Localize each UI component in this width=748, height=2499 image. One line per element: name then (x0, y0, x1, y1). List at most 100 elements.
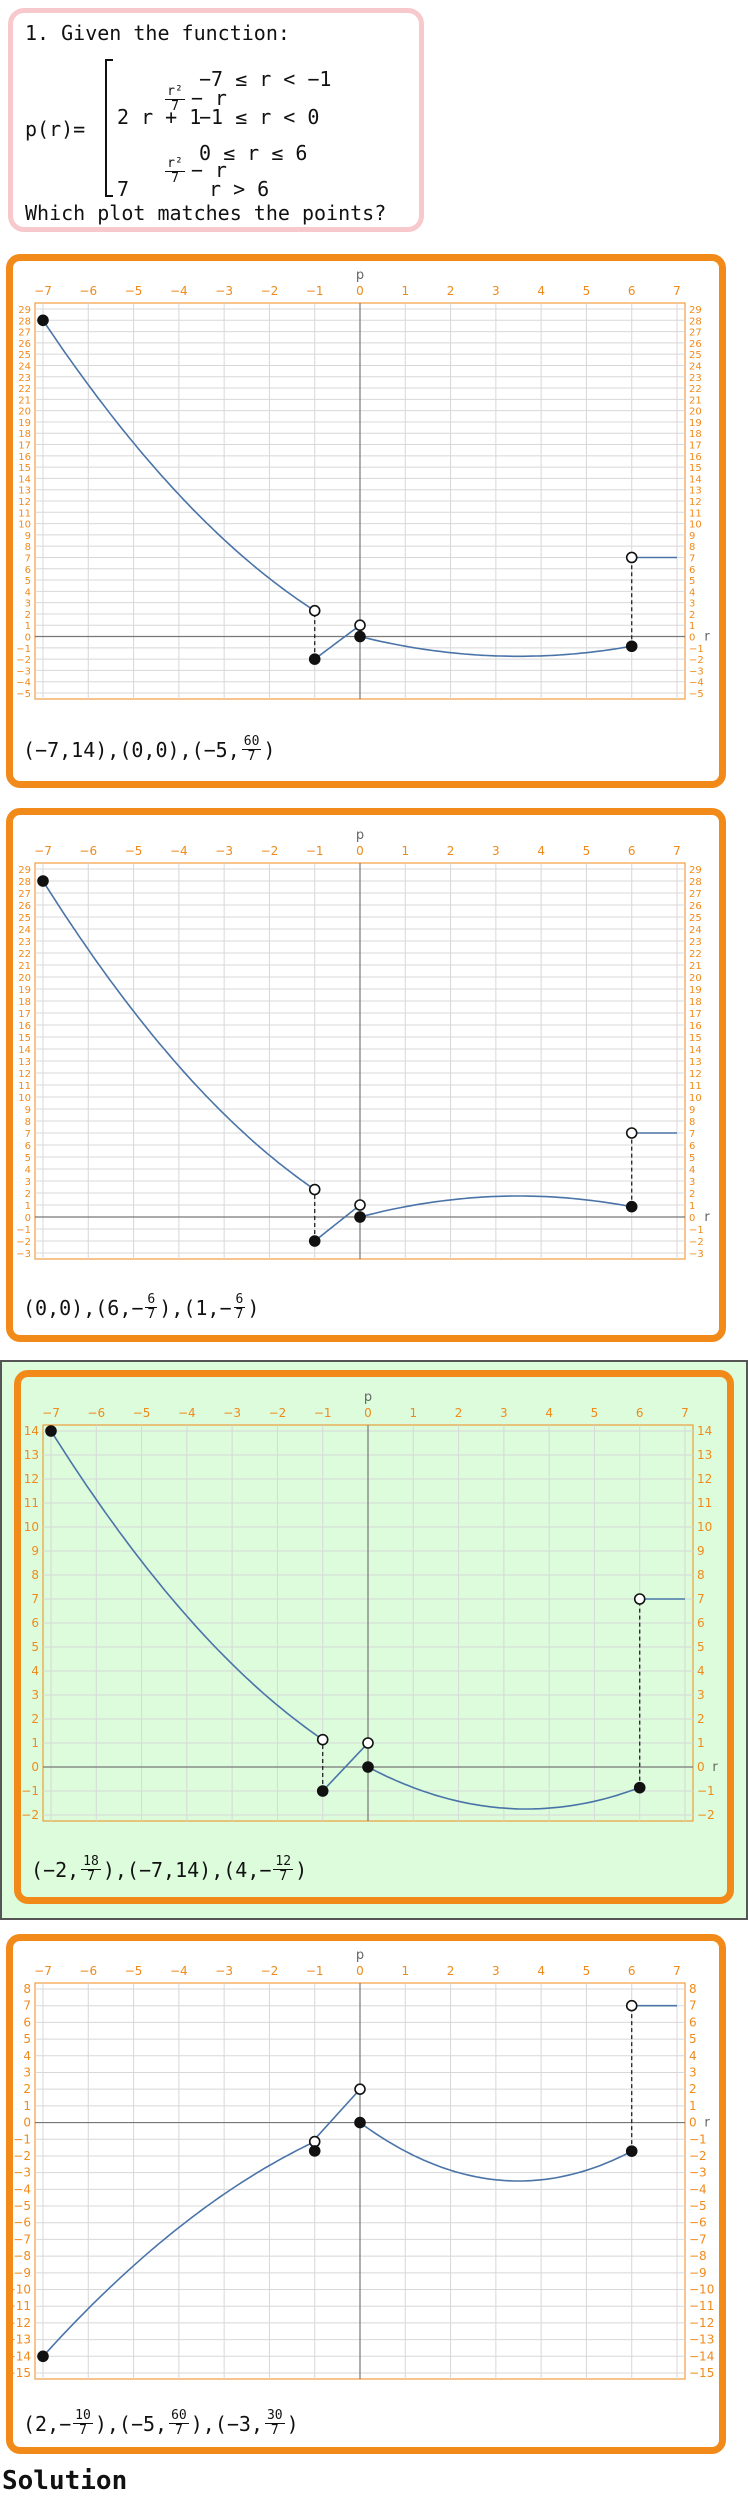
piece-3: r² 7− r (165, 156, 227, 186)
y-tick-label-right: 15 (689, 1033, 702, 1044)
y-tick-label-right: 20 (689, 973, 702, 984)
y-tick-label-right: 29 (689, 865, 702, 876)
y-tick-label-left: 26 (18, 339, 31, 350)
y-tick-label-right: 12 (697, 1472, 712, 1486)
y-tick-label-right: 22 (689, 384, 702, 395)
open-endpoint (625, 1127, 638, 1139)
x-tick-label-top: −3 (223, 1406, 241, 1420)
y-tick-label-right: −3 (689, 1249, 704, 1260)
answer-text: −2, (43, 1857, 80, 1882)
y-tick-label-left: 9 (25, 531, 31, 542)
piece-3-condition: 0 ≤ r ≤ 6 (199, 141, 308, 165)
y-tick-label-left: 19 (18, 985, 31, 996)
y-tick-label-left: −7 (13, 2232, 31, 2246)
y-tick-label-right: 20 (689, 407, 702, 418)
x-tick-label-top: −1 (306, 1964, 324, 1978)
curve-piece-2 (314, 2088, 361, 2140)
y-tick-label-right: 5 (689, 2032, 697, 2046)
choice-card-2[interactable]: −7−7−6−6−5−5−4−4−3−3−2−2−1−1001122334455… (6, 808, 726, 1342)
y-tick-label-left: −12 (13, 2316, 31, 2330)
x-tick-label-top: −4 (170, 284, 188, 298)
y-tick-label-left: 25 (18, 913, 31, 924)
fraction-denominator: 7 (79, 2423, 87, 2438)
y-tick-label-left: −9 (13, 2266, 31, 2280)
y-tick-label-left: −15 (13, 2366, 31, 2380)
y-tick-label-right: −6 (689, 2216, 707, 2230)
curve-piece-3 (359, 635, 632, 658)
y-tick-label-right: 1 (689, 1201, 695, 1212)
y-axis-title: p (356, 828, 364, 843)
x-tick-label-top: 2 (455, 1406, 463, 1420)
y-tick-label-left: 19 (18, 418, 31, 429)
y-tick-label-right: 3 (689, 599, 695, 610)
choice-card-1[interactable]: −7−7−6−6−5−5−4−4−3−3−2−2−1−1001122334455… (6, 254, 726, 788)
y-tick-label-right: 5 (697, 1640, 705, 1654)
fraction-denominator: 7 (235, 1307, 244, 1322)
x-tick-label-top: 3 (492, 1964, 500, 1978)
y-tick-label-right: 5 (689, 576, 695, 587)
y-tick-label-left: −1 (16, 1225, 31, 1236)
fraction-denominator: 7 (87, 1869, 95, 1884)
x-axis-title: r (704, 1210, 710, 1225)
y-tick-label-right: 25 (689, 913, 702, 924)
y-tick-label-right: 14 (689, 1045, 702, 1056)
fraction-denominator: 7 (174, 2423, 183, 2438)
question-prompt: Which plot matches the points? (25, 201, 387, 225)
y-tick-label-left: 12 (18, 497, 31, 508)
x-tick-label-top: −6 (79, 284, 97, 298)
y-tick-label-right: 2 (689, 2082, 697, 2096)
y-tick-label-right: 14 (697, 1424, 712, 1438)
x-tick-label-top: 7 (673, 284, 681, 298)
answer-text: 6,− (107, 1295, 144, 1320)
y-tick-label-right: 25 (689, 350, 702, 361)
y-tick-label-left: 3 (23, 2065, 31, 2079)
y-tick-label-right: −10 (689, 2283, 714, 2297)
y-axis-title: p (356, 268, 364, 283)
y-tick-label-left: −10 (13, 2283, 31, 2297)
fraction-numerator: 6 (233, 1292, 246, 1308)
y-tick-label-right: 13 (689, 486, 702, 497)
y-tick-label-right: 10 (697, 1520, 712, 1534)
y-tick-label-right: 4 (697, 1664, 705, 1678)
x-tick-label-top: −5 (125, 284, 143, 298)
choice-card-3[interactable]: −7−7−6−6−5−5−4−4−3−3−2−2−1−1001122334455… (14, 1370, 734, 1904)
y-tick-label-left: −5 (13, 2199, 31, 2213)
y-tick-label-right: −5 (689, 689, 704, 700)
y-tick-label-left: 28 (18, 877, 31, 888)
y-tick-label-left: 2 (31, 1712, 39, 1726)
x-tick-label-top: 0 (356, 284, 364, 298)
y-tick-label-right: 6 (689, 2015, 697, 2029)
choice-1-points: (−7,14),(0,0),(−5, 60 7) (23, 735, 275, 764)
x-tick-label-top: 7 (673, 844, 681, 858)
y-tick-label-right: 2 (689, 1189, 695, 1200)
y-tick-label-left: −8 (13, 2249, 31, 2263)
x-tick-label-top: 3 (500, 1406, 508, 1420)
y-tick-label-right: −3 (689, 2166, 707, 2180)
answer-text: −7,14 (35, 737, 96, 762)
y-tick-label-left: 7 (25, 1129, 31, 1140)
answer-text: ),( (95, 737, 132, 762)
y-tick-label-left: −6 (13, 2216, 31, 2230)
y-tick-label-right: 1 (697, 1736, 705, 1750)
fraction-denominator: 7 (147, 1307, 156, 1322)
y-tick-label-left: −4 (16, 678, 31, 689)
y-tick-label-right: 7 (697, 1592, 705, 1606)
open-endpoint (633, 1593, 646, 1605)
fraction-numerator: 10 (73, 2408, 93, 2424)
y-tick-label-left: 5 (31, 1640, 39, 1654)
y-tick-label-right: 9 (697, 1544, 705, 1558)
answer-text: 0,0 (35, 1295, 72, 1320)
y-tick-label-right: 12 (689, 1069, 702, 1080)
y-tick-label-right: 22 (689, 949, 702, 960)
y-tick-label-right: 14 (689, 474, 702, 485)
y-tick-label-right: −11 (689, 2299, 714, 2313)
choice-card-4[interactable]: −7−7−6−6−5−5−4−4−3−3−2−2−1−1001122334455… (6, 1934, 726, 2454)
solution-heading: Solution (2, 2466, 128, 2496)
question-title: 1. Given the function: (25, 21, 290, 45)
y-tick-label-right: −1 (697, 1784, 715, 1798)
filled-endpoint (308, 1235, 321, 1247)
x-tick-label-top: −7 (34, 284, 52, 298)
x-tick-label-top: 0 (356, 844, 364, 858)
y-tick-label-right: 8 (689, 1117, 695, 1128)
